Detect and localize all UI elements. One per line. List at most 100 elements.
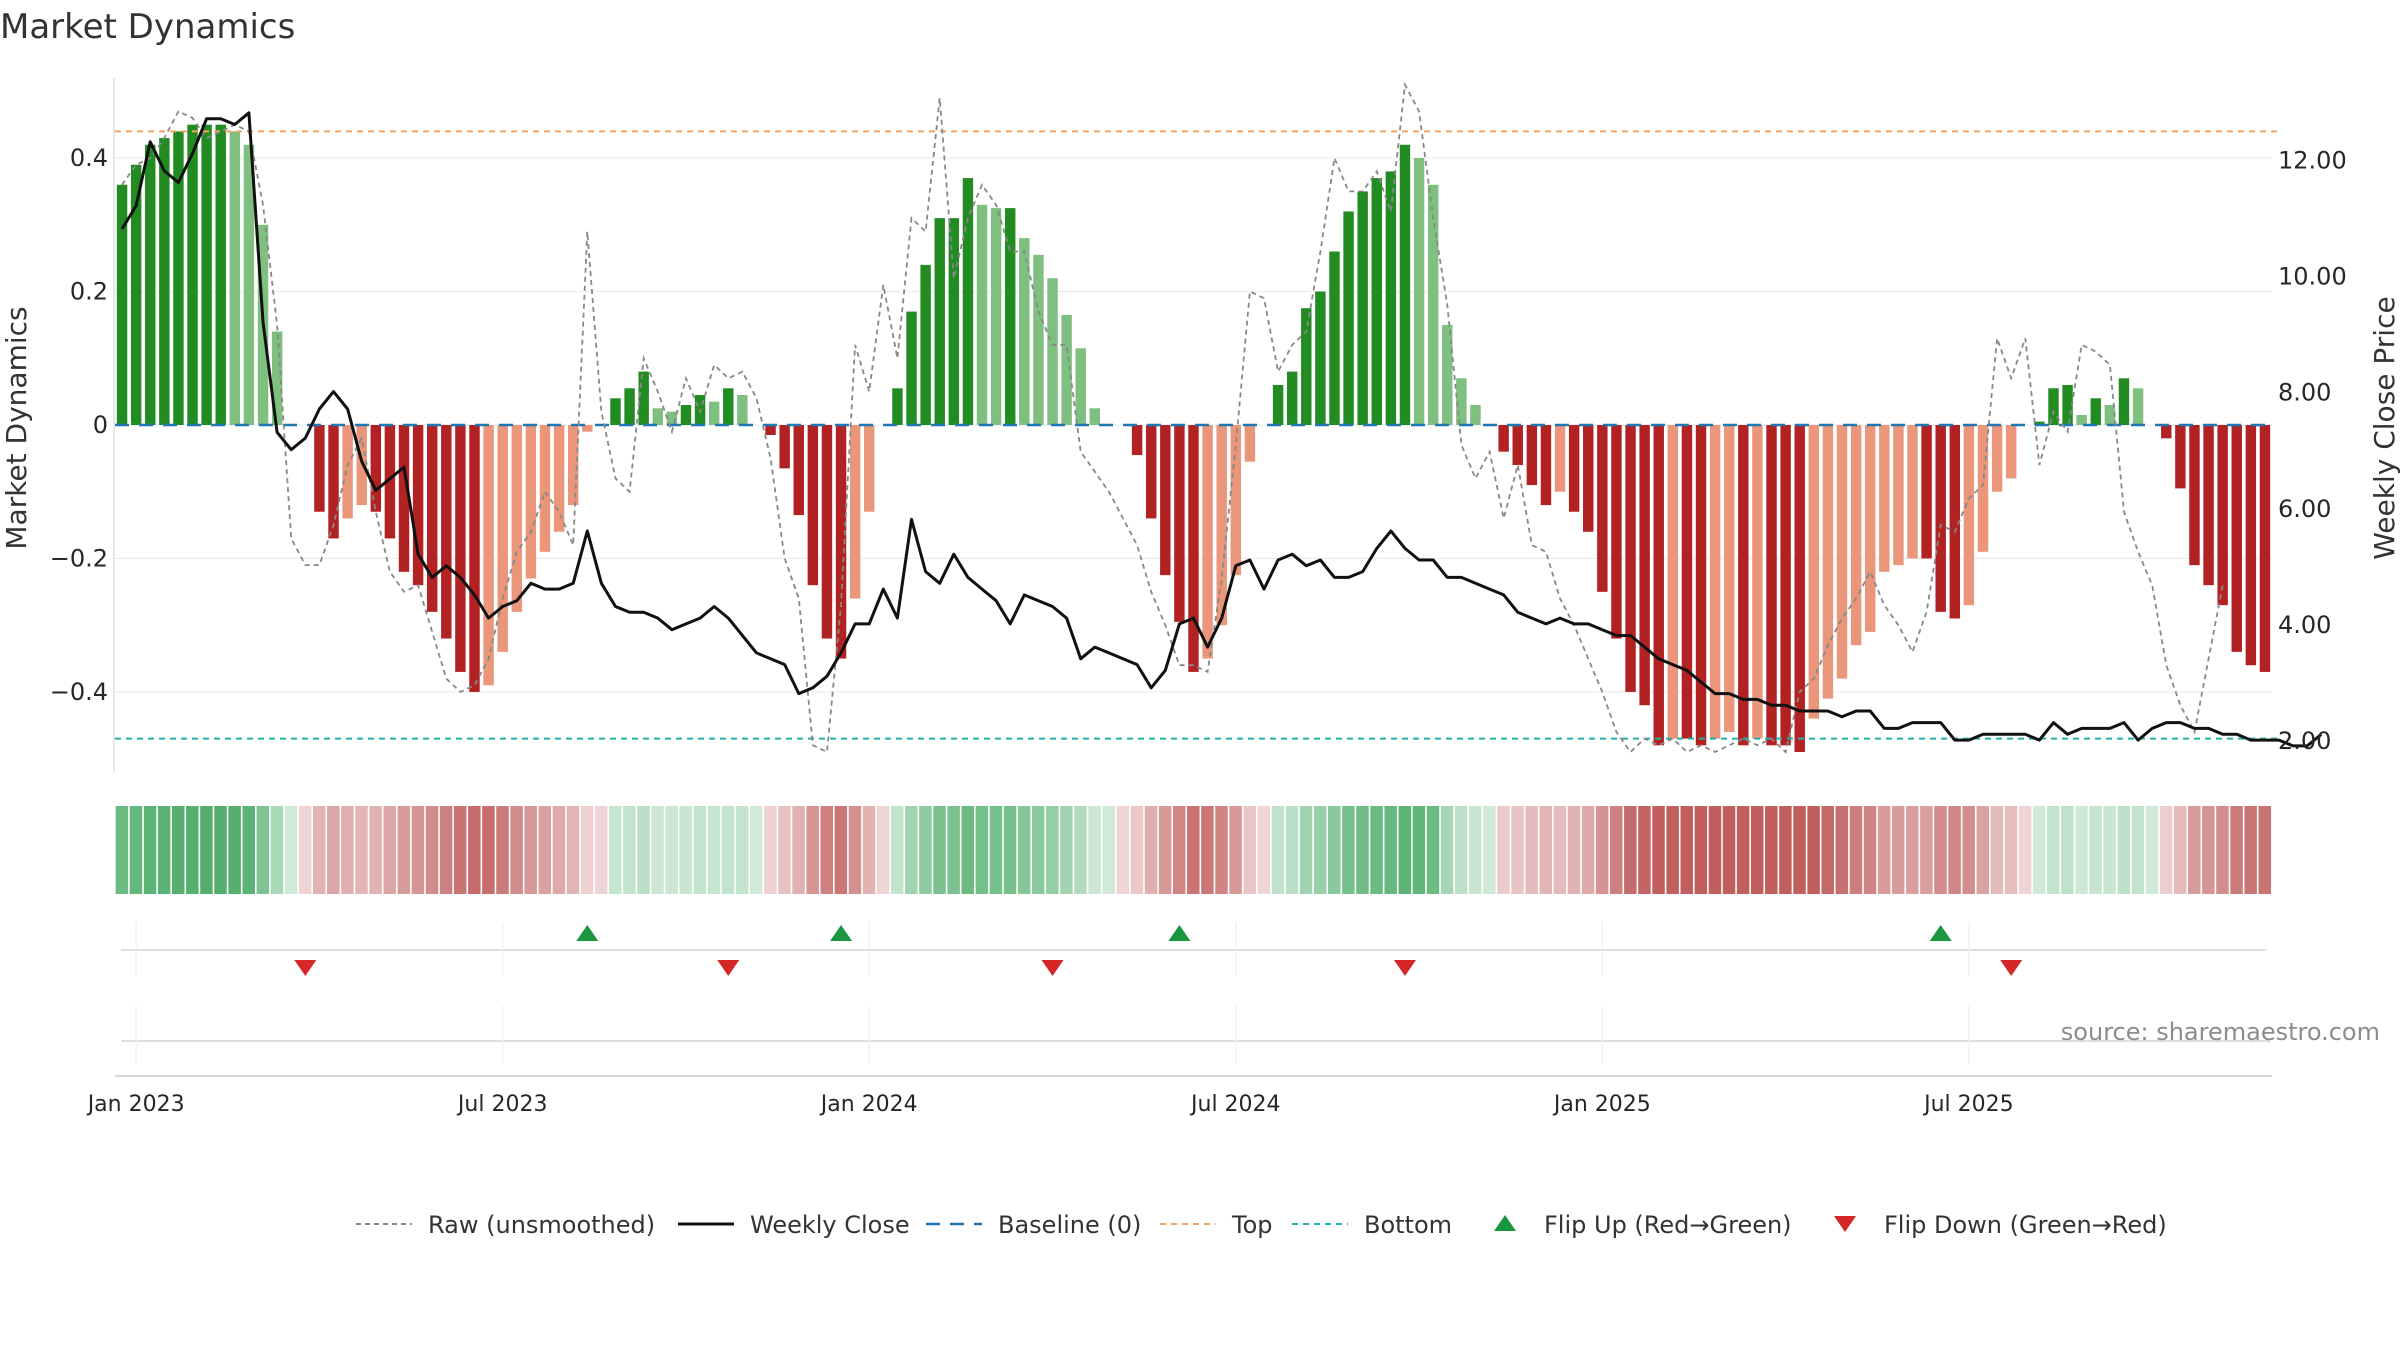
weekly-close-series bbox=[120, 111, 2323, 748]
dynamics-bar bbox=[553, 425, 565, 532]
legend-item-close: Weekly Close bbox=[678, 1211, 910, 1239]
dynamics-bar bbox=[271, 331, 283, 425]
dynamics-bar bbox=[1724, 425, 1735, 732]
regime-cell bbox=[820, 806, 833, 894]
flip-down-marker bbox=[294, 960, 317, 976]
regime-cell bbox=[1553, 806, 1567, 894]
dynamics-bar bbox=[1075, 348, 1086, 425]
regime-cell bbox=[439, 806, 453, 894]
regime-cell bbox=[1990, 806, 2004, 894]
raw-series bbox=[121, 81, 2224, 754]
dynamics-bar bbox=[342, 425, 353, 519]
regime-cell bbox=[1821, 806, 1834, 894]
regime-cell bbox=[2018, 806, 2032, 894]
regime-cell bbox=[1201, 806, 1214, 894]
right-tick-label: 12.00 bbox=[2278, 146, 2347, 174]
regime-cell bbox=[1046, 806, 1059, 894]
regime-cell bbox=[1074, 806, 1087, 894]
regime-cell bbox=[1285, 806, 1299, 894]
dynamics-bar bbox=[1766, 425, 1777, 746]
dynamics-bar bbox=[2048, 388, 2059, 425]
regime-cell bbox=[284, 806, 298, 894]
regime-cell bbox=[327, 806, 340, 894]
flip-up-marker bbox=[830, 925, 853, 941]
left-tick-label: −0.4 bbox=[50, 678, 108, 706]
right-tick-label: 6.00 bbox=[2278, 495, 2331, 523]
regime-cell bbox=[510, 806, 523, 894]
dynamics-bar bbox=[1047, 278, 1058, 425]
regime-cell bbox=[2061, 806, 2074, 894]
flip-down-marker bbox=[1393, 960, 1416, 976]
regime-cell bbox=[862, 806, 876, 894]
x-tick-label: Jan 2025 bbox=[1552, 1092, 1651, 1117]
left-tick-label: 0.2 bbox=[70, 278, 108, 306]
regime-cell bbox=[693, 806, 707, 894]
dynamics-bar bbox=[1385, 171, 1397, 425]
regime-cell bbox=[764, 806, 777, 894]
regime-cell bbox=[580, 806, 594, 894]
dynamics-bar bbox=[398, 425, 410, 572]
regime-cell bbox=[1003, 806, 1017, 894]
legend-label: Bottom bbox=[1364, 1211, 1452, 1239]
regime-cell bbox=[1243, 806, 1256, 894]
regime-cell bbox=[890, 806, 904, 894]
regime-cell bbox=[157, 806, 171, 894]
regime-cell bbox=[1609, 806, 1623, 894]
dynamics-bar bbox=[638, 371, 649, 425]
regime-cell bbox=[270, 806, 284, 894]
dynamics-bar bbox=[1329, 251, 1340, 425]
regime-cell bbox=[1426, 806, 1440, 894]
regime-cell bbox=[2075, 806, 2088, 894]
regime-cell bbox=[2230, 806, 2243, 894]
regime-cell bbox=[594, 806, 608, 894]
dynamics-bar bbox=[356, 425, 367, 506]
regime-cell bbox=[1962, 806, 1975, 894]
regime-cell bbox=[552, 806, 566, 894]
regime-cell bbox=[1511, 806, 1524, 894]
regime-cell bbox=[1328, 806, 1341, 894]
dynamics-bar bbox=[1512, 425, 1523, 466]
dynamics-bar bbox=[1470, 404, 1481, 425]
dynamics-bar bbox=[1921, 425, 1932, 559]
regime-cell bbox=[115, 806, 129, 894]
regime-cell bbox=[341, 806, 354, 894]
dynamics-bar bbox=[1554, 425, 1566, 492]
dynamics-bar bbox=[723, 388, 734, 425]
dynamics-bar bbox=[384, 425, 396, 539]
regime-cell bbox=[876, 806, 890, 894]
dynamics-bar bbox=[1611, 425, 1622, 639]
dynamics-bar bbox=[525, 425, 537, 579]
dynamics-bar bbox=[1131, 425, 1143, 456]
x-tick-label: Jul 2024 bbox=[1189, 1092, 1281, 1117]
regime-cell bbox=[1708, 806, 1722, 894]
legend-label: Weekly Close bbox=[750, 1211, 910, 1239]
flip-down-marker bbox=[717, 960, 740, 976]
dynamics-bar bbox=[1780, 425, 1791, 746]
regime-cell bbox=[1976, 806, 1990, 894]
regime-cell bbox=[721, 806, 735, 894]
regime-cell bbox=[1257, 806, 1271, 894]
regime-cell bbox=[383, 806, 396, 894]
dynamics-bar bbox=[483, 425, 494, 686]
regime-cell bbox=[2258, 806, 2271, 894]
regime-cell bbox=[1412, 806, 1426, 894]
dynamics-bar bbox=[737, 394, 748, 425]
regime-cell bbox=[1750, 806, 1764, 894]
legend-item-bottom: Bottom bbox=[1292, 1211, 1452, 1239]
regime-cell bbox=[1130, 806, 1144, 894]
dynamics-bar bbox=[426, 425, 438, 612]
dynamics-bar bbox=[159, 138, 170, 426]
regime-cell bbox=[623, 806, 636, 894]
dynamics-bar bbox=[920, 264, 931, 425]
regime-cell bbox=[1440, 806, 1454, 894]
regime-cell bbox=[1469, 806, 1482, 894]
dynamics-bar bbox=[2132, 388, 2144, 425]
dynamics-bar bbox=[511, 425, 523, 612]
legend-swatch bbox=[1834, 1216, 1856, 1232]
regime-cell bbox=[1849, 806, 1863, 894]
flip-down-marker bbox=[1041, 960, 1064, 976]
regime-cell bbox=[919, 806, 932, 894]
regime-cell bbox=[186, 806, 199, 894]
regime-cell bbox=[1934, 806, 1947, 894]
regime-cell bbox=[2216, 806, 2229, 894]
